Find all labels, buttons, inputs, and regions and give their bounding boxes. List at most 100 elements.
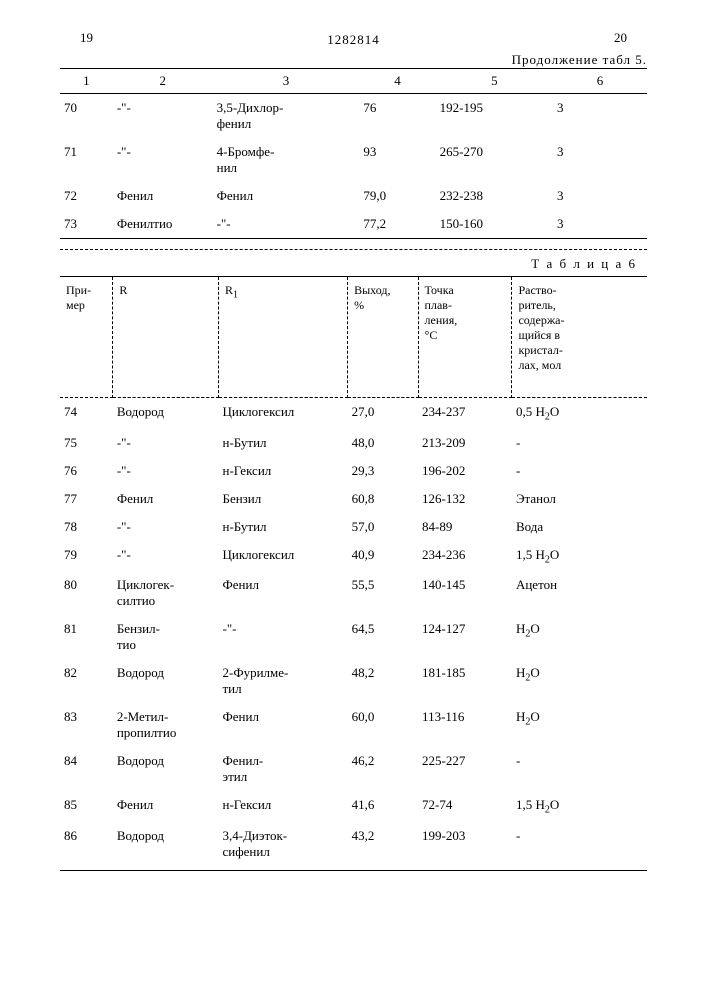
cell: 70 — [60, 94, 113, 139]
cell: 43,2 — [348, 822, 418, 866]
cell: - — [512, 822, 647, 866]
cell: 84 — [60, 747, 113, 791]
cell: 85 — [60, 791, 113, 822]
cell: 71 — [60, 138, 113, 182]
table6: При-мер R R1 Выход,% Точкаплав-ления,°C … — [60, 276, 647, 866]
table-row: 82Водород2-Фурилме-тил48,2181-185H2O — [60, 659, 647, 703]
cell: 48,0 — [348, 429, 418, 457]
cell: 40,9 — [348, 541, 418, 572]
cell: н-Бутил — [218, 429, 347, 457]
table6-col-primer: При-мер — [60, 277, 113, 398]
cell: 181-185 — [418, 659, 512, 703]
table6-header-row: При-мер R R1 Выход,% Точкаплав-ления,°C … — [60, 277, 647, 398]
cell: 234-236 — [418, 541, 512, 572]
cell: 72-74 — [418, 791, 512, 822]
cell: Циклогек-силтио — [113, 571, 219, 615]
table6-title: Т а б л и ц а 6 — [60, 256, 637, 272]
cell: 1,5 H2O — [512, 791, 647, 822]
cell: н-Гексил — [218, 457, 347, 485]
cell: -"- — [113, 457, 219, 485]
cell: 46,2 — [348, 747, 418, 791]
cell: н-Бутил — [218, 513, 347, 541]
cell: 234-237 — [418, 398, 512, 429]
cell: Водород — [113, 398, 219, 429]
table-row: 832-Метил-пропилтиоФенил60,0113-116H2O — [60, 703, 647, 747]
table5-col-2: 2 — [113, 69, 213, 94]
cell: 78 — [60, 513, 113, 541]
table-row: 84ВодородФенил-этил46,2225-227- — [60, 747, 647, 791]
cell: Фенил — [218, 571, 347, 615]
table6-col-mp: Точкаплав-ления,°C — [418, 277, 512, 398]
cell: 113-116 — [418, 703, 512, 747]
cell: - — [512, 429, 647, 457]
table-row: 85Фенилн-Гексил41,672-741,5 H2O — [60, 791, 647, 822]
cell: Водород — [113, 747, 219, 791]
cell: -"- — [113, 429, 219, 457]
cell: 196-202 — [418, 457, 512, 485]
cell: Фенил-этил — [218, 747, 347, 791]
table-row: 72ФенилФенил79,0232-2383 — [60, 182, 647, 210]
cell: 60,8 — [348, 485, 418, 513]
cell: -"- — [113, 513, 219, 541]
cell: 213-209 — [418, 429, 512, 457]
cell: 192-195 — [436, 94, 553, 139]
page-number-right: 20 — [614, 30, 627, 46]
cell: 124-127 — [418, 615, 512, 659]
cell: Бензил — [218, 485, 347, 513]
cell: 3 — [553, 94, 647, 139]
cell: H2O — [512, 659, 647, 703]
cell: 3,5-Дихлор-фенил — [213, 94, 360, 139]
table-row: 70-"-3,5-Дихлор-фенил76192-1953 — [60, 94, 647, 139]
cell: 225-227 — [418, 747, 512, 791]
cell: 4-Бромфе-нил — [213, 138, 360, 182]
cell: 41,6 — [348, 791, 418, 822]
table5-continuation-label: Продолжение табл 5. — [60, 52, 647, 68]
table-row: 74ВодородЦиклогексил27,0234-2370,5 H2O — [60, 398, 647, 429]
cell: 126-132 — [418, 485, 512, 513]
cell: 0,5 H2O — [512, 398, 647, 429]
cell: 83 — [60, 703, 113, 747]
page-number-left: 19 — [80, 30, 93, 46]
table5-col-3: 3 — [213, 69, 360, 94]
cell: 73 — [60, 210, 113, 239]
cell: -"- — [218, 615, 347, 659]
cell: -"- — [113, 138, 213, 182]
cell: 76 — [359, 94, 435, 139]
table5-col-5: 5 — [436, 69, 553, 94]
table6-col-r: R — [113, 277, 219, 398]
table5: 1 2 3 4 5 6 70-"-3,5-Дихлор-фенил76192-1… — [60, 68, 647, 239]
page: 19 20 1282814 Продолжение табл 5. 1 2 3 … — [0, 0, 707, 1000]
cell: 55,5 — [348, 571, 418, 615]
cell: Бензил-тио — [113, 615, 219, 659]
cell: 82 — [60, 659, 113, 703]
table6-col-solvent: Раство-ритель,содержа-щийся вкристал-лах… — [512, 277, 647, 398]
table-row: 79-"-Циклогексил40,9234-2361,5 H2O — [60, 541, 647, 572]
cell: 81 — [60, 615, 113, 659]
table5-col-1: 1 — [60, 69, 113, 94]
table-row: 77ФенилБензил60,8126-132Этанол — [60, 485, 647, 513]
cell: 48,2 — [348, 659, 418, 703]
cell: Циклогексил — [218, 541, 347, 572]
cell: Водород — [113, 659, 219, 703]
cell: 64,5 — [348, 615, 418, 659]
cell: Вода — [512, 513, 647, 541]
cell: 232-238 — [436, 182, 553, 210]
table5-col-4: 4 — [359, 69, 435, 94]
table6-col-yield: Выход,% — [348, 277, 418, 398]
cell: Фенил — [213, 182, 360, 210]
cell: Водород — [113, 822, 219, 866]
cell: 27,0 — [348, 398, 418, 429]
cell: 1,5 H2O — [512, 541, 647, 572]
table-row: 80Циклогек-силтиоФенил55,5140-145Ацетон — [60, 571, 647, 615]
cell: - — [512, 457, 647, 485]
cell: Фенил — [218, 703, 347, 747]
separator-dash — [60, 249, 647, 250]
cell: 2-Метил-пропилтио — [113, 703, 219, 747]
cell: 150-160 — [436, 210, 553, 239]
table-row: 71-"-4-Бромфе-нил93265-2703 — [60, 138, 647, 182]
table6-bottom-rule — [60, 870, 647, 871]
cell: H2O — [512, 615, 647, 659]
table-row: 86Водород3,4-Диэток-сифенил43,2199-203- — [60, 822, 647, 866]
document-number: 1282814 — [60, 32, 647, 48]
cell: -"- — [113, 541, 219, 572]
